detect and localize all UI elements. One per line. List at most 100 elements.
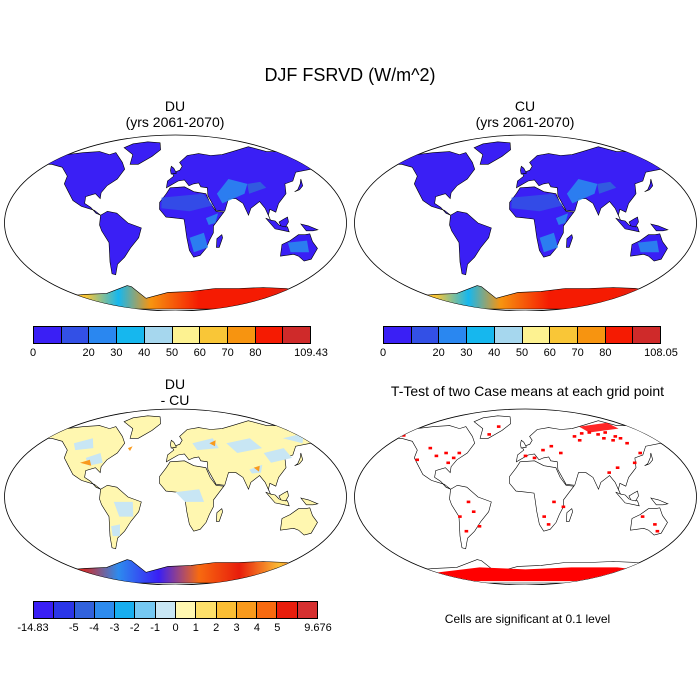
shading-region — [205, 213, 219, 225]
map-du — [4, 134, 347, 311]
colorbar-swatch — [411, 327, 440, 343]
colorbar-tick-label: 4 — [253, 622, 260, 634]
sig-cell — [428, 446, 433, 450]
continent-eurasia — [166, 420, 318, 495]
colorbar-swatch — [522, 327, 551, 343]
colorbar-swatch — [467, 327, 495, 343]
sig-cell — [444, 451, 448, 455]
continent-northAmerica — [38, 425, 126, 490]
sig-cluster — [579, 422, 619, 433]
diff-patch-negative — [175, 489, 204, 502]
colorbar-tick-label: 108.05 — [644, 347, 678, 359]
sig-cell — [596, 433, 600, 436]
continent-japan — [294, 178, 304, 192]
sig-cell — [546, 523, 551, 526]
sig-cell — [552, 500, 556, 504]
colorbar-tick-label: 3 — [233, 622, 240, 634]
colorbar-swatch — [633, 327, 661, 343]
shading-region — [597, 181, 617, 194]
panel-du-years: (yrs 2061-2070) — [125, 114, 225, 130]
sig-cell — [638, 451, 642, 455]
panel-title-du: DU (yrs 2061-2070) — [30, 98, 320, 130]
panel-diff-name: DU — [164, 376, 186, 392]
colorbar-swatch — [61, 327, 90, 343]
sig-cell — [466, 500, 471, 504]
map-diff — [4, 408, 347, 585]
colorbar-tick-label: 0 — [379, 347, 387, 359]
colorbar-tick-label: -5 — [68, 622, 79, 634]
colorbar-swatch — [94, 602, 116, 618]
colorbar-diff-labels: -14.83 -5 -4 -3 -2 -1 0 1 2 3 4 5 9.676 — [17, 622, 331, 636]
continent-newguinea — [650, 223, 669, 232]
colorbar-tick-label: 80 — [599, 347, 612, 359]
shading-region — [189, 232, 208, 253]
colorbar-swatch — [439, 327, 468, 343]
shading-region — [555, 213, 569, 225]
colorbar-swatch — [283, 327, 311, 343]
colorbar-swatch — [605, 327, 634, 343]
colorbar-tick-label: 109.43 — [294, 347, 328, 359]
continent-indonesia — [265, 491, 290, 507]
colorbar-tick-label: 2 — [213, 622, 220, 634]
continent-eurasia — [516, 420, 668, 495]
colorbar-du-labels: 0 20 30 40 50 60 70 80 109.43 — [30, 347, 328, 361]
panel-title-cu: CU (yrs 2061-2070) — [380, 98, 670, 130]
sig-cell — [458, 515, 462, 518]
colorbar-tick-label: -14.83 — [17, 622, 49, 634]
sig-cell — [523, 454, 528, 458]
diff-patch-positive — [209, 440, 216, 447]
sig-antarctica — [430, 567, 652, 582]
diff-patch-negative — [263, 448, 293, 463]
continent-newguinea — [650, 497, 669, 506]
colorbar-tick-label: 70 — [221, 347, 234, 359]
sig-cell — [603, 431, 607, 434]
colorbar-swatch — [89, 327, 118, 343]
colorbar-swatch — [54, 602, 75, 618]
colorbar-swatch — [255, 327, 284, 343]
continent-northAmerica — [388, 151, 476, 216]
continent-britain — [520, 165, 527, 175]
sig-cell — [632, 461, 637, 465]
continent-japan — [644, 452, 654, 466]
diff-patch-negative — [73, 438, 94, 451]
map-ttest — [354, 408, 697, 585]
colorbar-tick-label: 50 — [515, 347, 529, 359]
continent-northAmerica — [38, 151, 126, 216]
continent-japan — [294, 452, 304, 466]
sig-cell — [561, 505, 566, 509]
sig-cell — [496, 425, 501, 428]
colorbar-swatch — [200, 327, 228, 343]
continent-madagascar — [566, 508, 573, 522]
sig-cell — [541, 448, 545, 452]
panel-du-name: DU — [164, 98, 186, 114]
sig-cell — [602, 437, 606, 440]
diff-patch-positive — [253, 465, 260, 472]
continent-southAmerica — [449, 210, 492, 276]
significance-note: Cells are significant at 0.1 level — [444, 612, 611, 626]
diff-patch-negative — [113, 501, 134, 517]
sig-cell — [542, 515, 546, 518]
colorbar-diff — [33, 601, 318, 619]
continent-britain — [170, 439, 177, 449]
colorbar-swatch — [155, 602, 176, 618]
diff-patch-positive — [127, 446, 133, 451]
colorbar-tick-label: 50 — [165, 347, 179, 359]
colorbar-tick-label: 70 — [571, 347, 584, 359]
colorbar-tick-label: 40 — [488, 347, 501, 359]
sig-cell — [615, 466, 620, 469]
shading-region — [161, 193, 214, 212]
shading-region — [539, 232, 558, 253]
colorbar-swatch — [74, 602, 95, 618]
sig-cell — [655, 529, 660, 533]
sig-cell — [587, 431, 592, 434]
continent-australia — [280, 507, 318, 536]
colorbar-tick-label: 9.676 — [304, 622, 332, 634]
continent-southAmerica — [449, 484, 492, 550]
continent-australia — [630, 507, 668, 536]
sig-cell — [477, 525, 482, 528]
sig-cell — [579, 432, 584, 435]
sig-cell — [625, 441, 629, 445]
shading-region — [216, 179, 248, 204]
panel-title-ttest: T-Test of two Case means at each grid po… — [390, 383, 665, 399]
continent-africa — [509, 460, 575, 532]
